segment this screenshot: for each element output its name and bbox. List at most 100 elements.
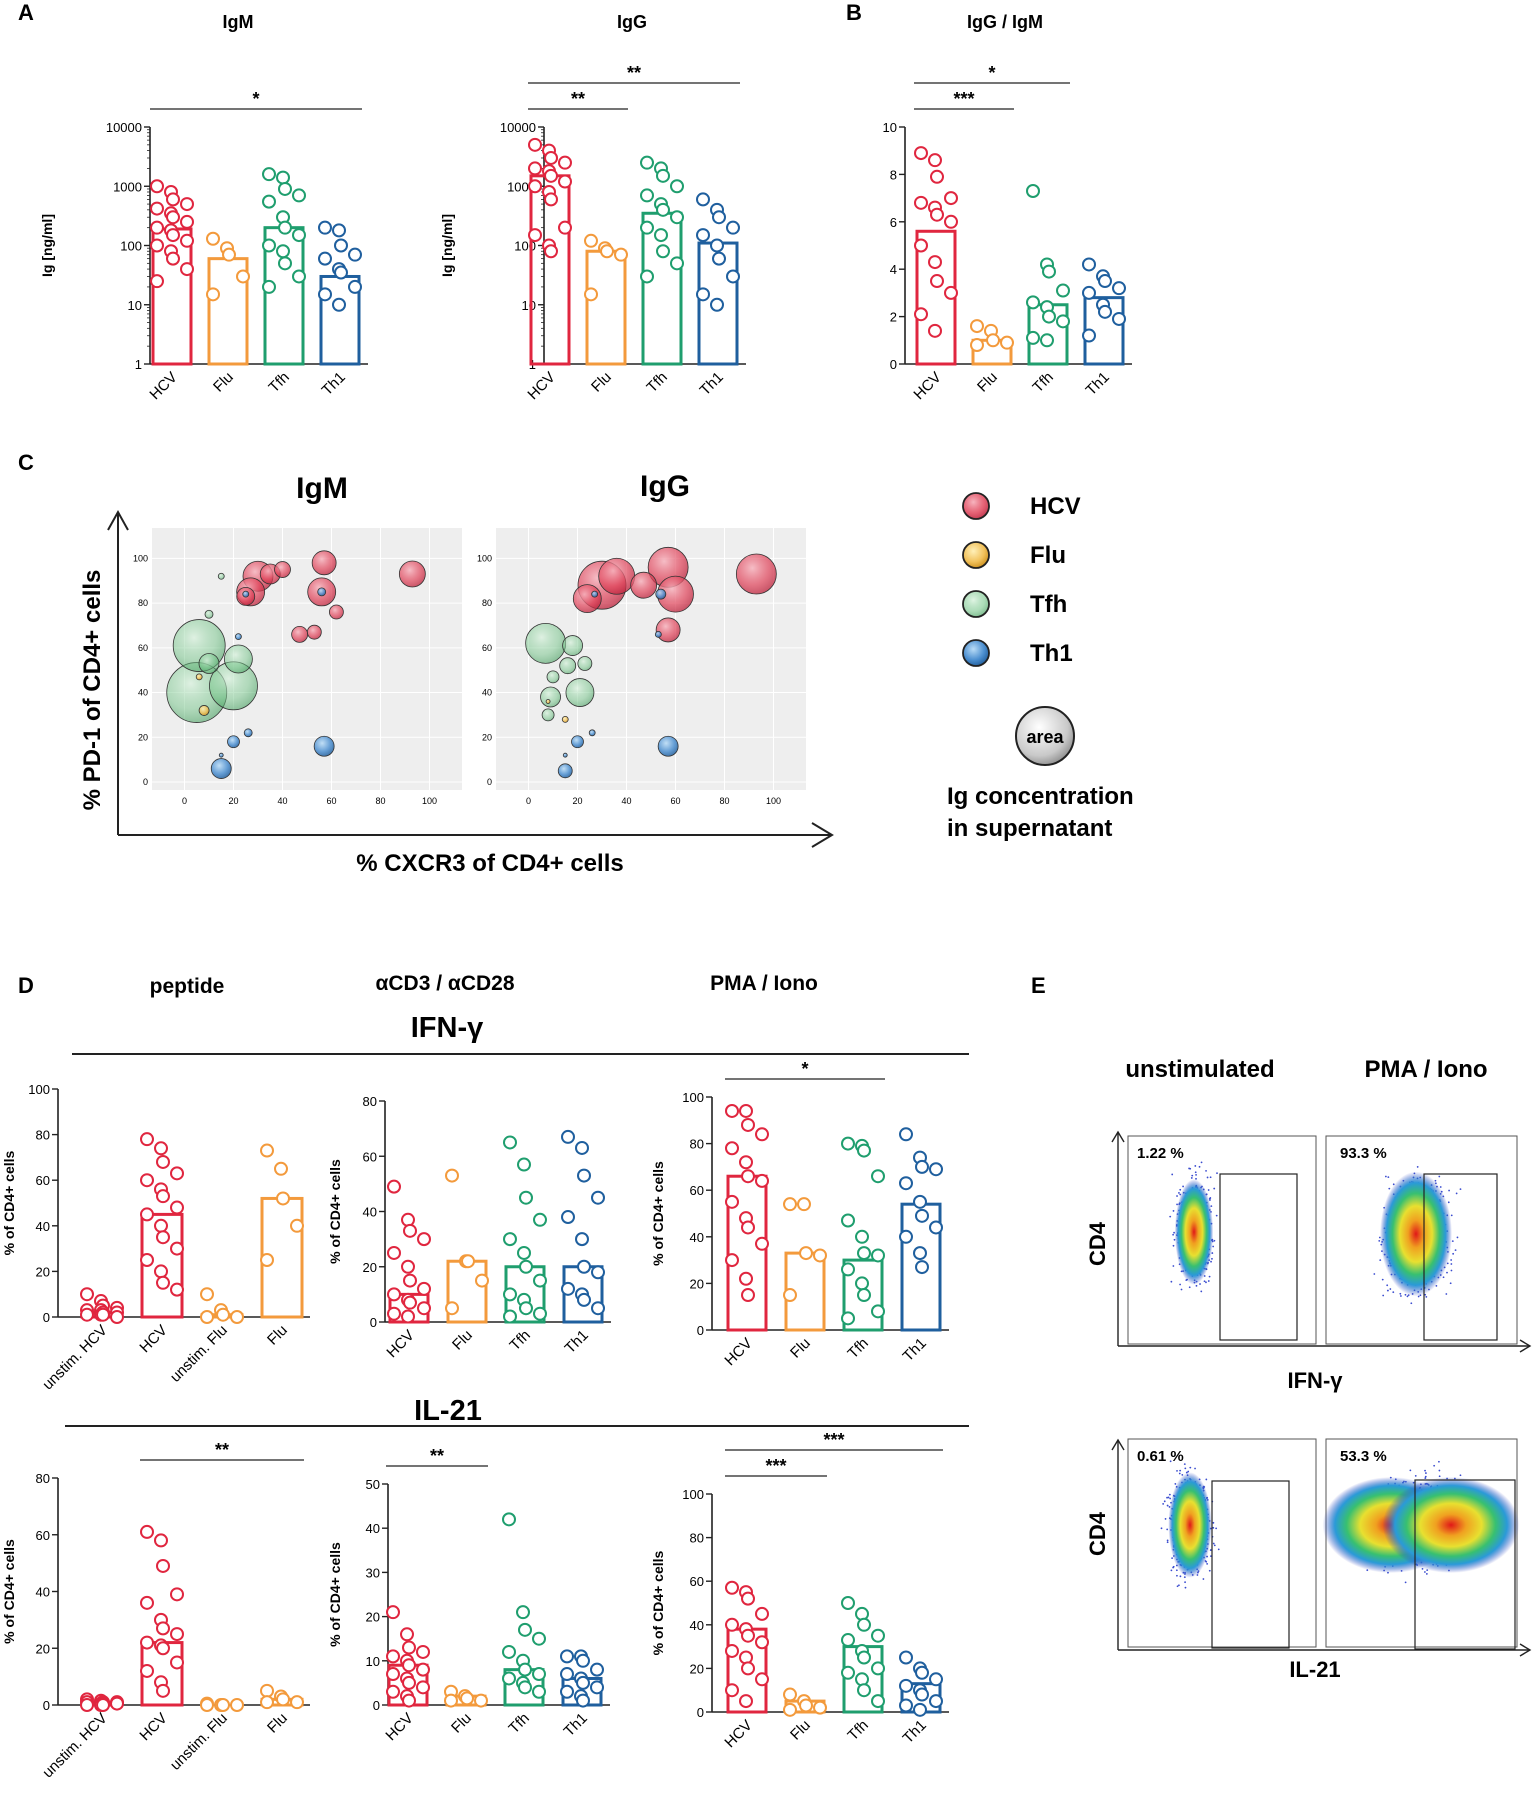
data-point-hcv — [156, 1230, 170, 1245]
x-tick-label: 40 — [277, 796, 287, 806]
flow-event-il21-unstim — [1166, 1528, 1169, 1531]
data-point-flu — [584, 287, 598, 302]
y-tick-label: 40 — [482, 688, 492, 698]
data-point-hcv — [558, 174, 572, 189]
flow-event-ifn-pma — [1448, 1189, 1450, 1192]
data-point-th1 — [577, 1292, 591, 1307]
y-tick-label: 60 — [36, 1528, 50, 1543]
data-point-hcv — [741, 1220, 755, 1235]
flow-event-ifn-unstim — [1210, 1205, 1213, 1208]
flow-event-il21-pma — [1433, 1464, 1436, 1467]
flow-event-il21-unstim — [1169, 1460, 1172, 1463]
data-point-tfh — [857, 1683, 871, 1698]
flow-event-ifn-unstim — [1172, 1265, 1175, 1267]
data-point-th1 — [1082, 257, 1096, 272]
data-point-flu — [783, 1197, 797, 1212]
y-tick-label: 0 — [890, 357, 897, 372]
flow-event-ifn-pma — [1450, 1259, 1453, 1261]
flow-event-ifn-pma — [1384, 1175, 1387, 1178]
x-tick-label-tfh: Tfh — [265, 369, 292, 396]
panel-e-col-unstim: unstimulated — [1125, 1056, 1274, 1083]
flow-event-ifn-unstim — [1210, 1260, 1212, 1263]
data-point-flu — [276, 1692, 290, 1707]
panel-c-y-arrowhead — [107, 509, 129, 531]
x-tick-label-flu: Flu — [264, 1710, 291, 1737]
flow-event-ifn-pma — [1452, 1252, 1455, 1255]
flow-event-ifn-pma — [1378, 1239, 1381, 1242]
bubble-tfh — [217, 572, 225, 580]
x-tick-label: 100 — [422, 796, 437, 806]
flow-event-ifn-unstim — [1176, 1195, 1178, 1197]
data-point-hcv — [417, 1281, 431, 1296]
y-tick-label: 40 — [36, 1585, 50, 1600]
flow-event-il21-pma — [1438, 1460, 1440, 1463]
legend-area-caption-1: Ig concentration — [947, 783, 1134, 810]
y-tick-label: 2 — [890, 310, 897, 325]
flow-event-ifn-unstim — [1190, 1177, 1193, 1179]
flow-event-ifn-unstim — [1207, 1189, 1210, 1191]
bubble-flu — [545, 699, 551, 704]
data-point-th1 — [712, 251, 726, 266]
data-point-hcv — [725, 1103, 739, 1118]
y-tick-label: 20 — [366, 1610, 380, 1625]
data-point-hcv — [156, 1641, 170, 1656]
data-point-tfh — [533, 1273, 547, 1288]
flow-event-il21-unstim — [1178, 1584, 1180, 1587]
data-point-hcv — [528, 179, 542, 194]
x-tick-label-flu: Flu — [210, 369, 237, 396]
panel-e-pct-ifn-pma: 93.3 % — [1340, 1145, 1387, 1162]
flow-event-ifn-pma — [1445, 1293, 1448, 1295]
data-point-flu — [799, 1246, 813, 1261]
x-tick-label-unstim-flu: unstim. Flu — [167, 1710, 231, 1774]
chart-a-igm: 1 10 100 1000 10000 Ig [ng/ml] HCV Flu Tfh Th1 * — [39, 89, 368, 403]
data-point-th1 — [560, 1667, 574, 1682]
data-point-tfh — [503, 1309, 517, 1324]
flow-event-ifn-pma — [1455, 1192, 1458, 1195]
flow-event-ifn-unstim — [1182, 1185, 1184, 1188]
data-point-flu — [236, 269, 250, 284]
flow-event-ifn-pma — [1450, 1269, 1453, 1272]
data-point-tfh — [640, 220, 654, 235]
data-point-hcv — [166, 192, 180, 207]
legend-area-label: area — [1026, 727, 1064, 747]
data-point-th1 — [899, 1229, 913, 1244]
data-point-unstim-hcv — [96, 1698, 110, 1712]
bubble-th1 — [242, 590, 250, 598]
flow-event-ifn-unstim — [1170, 1280, 1173, 1283]
data-point-hcv — [140, 1635, 154, 1650]
data-point-tfh — [276, 244, 290, 259]
bubble-hcv — [291, 626, 309, 643]
data-point-tfh — [533, 1212, 547, 1227]
data-point-hcv — [741, 1591, 755, 1606]
data-point-th1 — [334, 238, 348, 253]
x-tick-label-hcv: HCV — [382, 1710, 416, 1744]
x-tick-label-tfh: Tfh — [1029, 369, 1056, 396]
data-point-tfh — [262, 238, 276, 253]
x-tick-label: 80 — [375, 796, 385, 806]
flow-event-ifn-pma — [1416, 1166, 1419, 1168]
y-tick-label: 4 — [890, 262, 897, 277]
y-tick-label: 20 — [690, 1276, 704, 1291]
data-point-unstim-flu — [200, 1287, 214, 1302]
data-point-th1 — [929, 1672, 943, 1687]
bubble-tfh — [565, 678, 595, 707]
bubble-th1 — [655, 588, 667, 600]
data-point-unstim-hcv — [110, 1310, 124, 1324]
significance-label: * — [252, 89, 259, 109]
data-point-tfh — [292, 228, 306, 243]
bubble-hcv — [311, 550, 337, 576]
flow-event-ifn-pma — [1386, 1289, 1389, 1292]
flow-event-ifn-pma — [1454, 1249, 1457, 1252]
flow-event-ifn-unstim — [1203, 1280, 1206, 1283]
data-point-th1 — [696, 192, 710, 207]
panel-d-col-acd3: αCD3 / αCD28 — [375, 972, 514, 995]
data-point-tfh — [855, 1229, 869, 1244]
data-point-hcv — [528, 137, 542, 152]
data-point-hcv — [558, 155, 572, 170]
flow-event-il21-unstim — [1178, 1472, 1181, 1475]
data-point-tfh — [292, 188, 306, 203]
data-point-tfh — [670, 256, 684, 271]
flow-event-ifn-unstim — [1195, 1177, 1197, 1180]
legend-label-th1: Th1 — [1030, 640, 1073, 667]
